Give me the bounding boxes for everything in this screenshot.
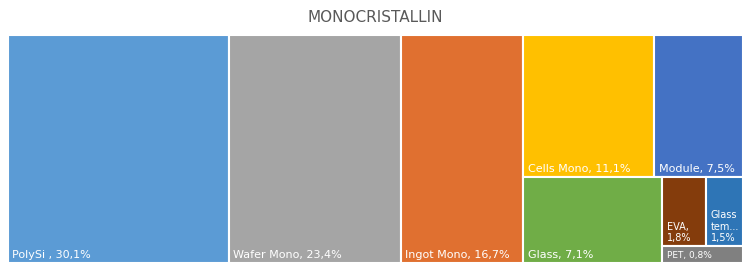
Text: Wafer Mono, 23,4%: Wafer Mono, 23,4% bbox=[233, 250, 342, 260]
Text: EVA,
1,8%: EVA, 1,8% bbox=[667, 222, 692, 243]
Text: Ingot Mono, 16,7%: Ingot Mono, 16,7% bbox=[405, 250, 510, 260]
Bar bbox=[400, 35, 524, 263]
Bar bbox=[229, 35, 400, 263]
Text: PET, 0,8%: PET, 0,8% bbox=[667, 251, 712, 260]
Bar bbox=[662, 177, 706, 246]
Text: MONOCRISTALLIN: MONOCRISTALLIN bbox=[308, 10, 442, 25]
Bar bbox=[524, 177, 662, 263]
Text: Glass
tem...
1,5%: Glass tem... 1,5% bbox=[710, 210, 739, 243]
Bar bbox=[524, 35, 654, 177]
Bar bbox=[8, 35, 229, 263]
Text: Module, 7,5%: Module, 7,5% bbox=[658, 164, 734, 174]
Bar bbox=[654, 35, 742, 177]
Text: Cells Mono, 11,1%: Cells Mono, 11,1% bbox=[528, 164, 631, 174]
Bar bbox=[706, 177, 742, 246]
Bar bbox=[662, 246, 742, 263]
Text: Glass, 7,1%: Glass, 7,1% bbox=[528, 250, 593, 260]
Text: PolySi , 30,1%: PolySi , 30,1% bbox=[12, 250, 91, 260]
